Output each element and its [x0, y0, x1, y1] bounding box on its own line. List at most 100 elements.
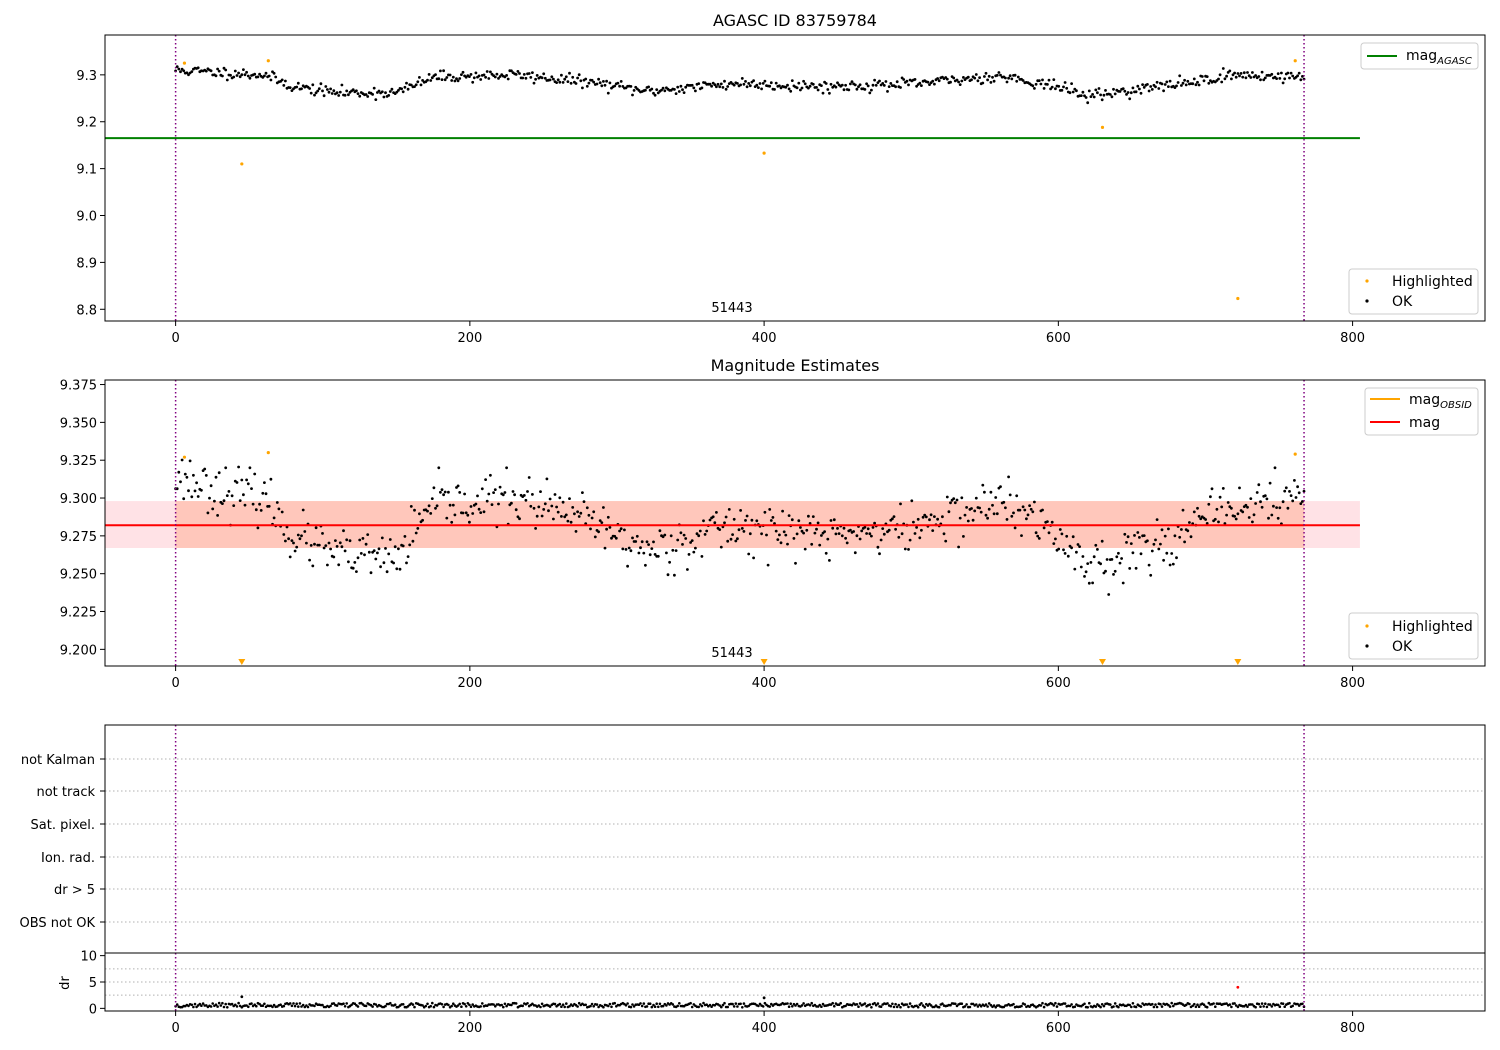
- agasc-point-ok: [568, 71, 571, 75]
- magnitude-point-ok: [698, 529, 702, 533]
- magnitude-point-ok: [1007, 475, 1010, 479]
- dr-point-ok: [426, 1002, 429, 1006]
- agasc-point-ok: [1037, 79, 1041, 82]
- dr-point-ok: [844, 1004, 847, 1008]
- agasc-point-ok: [1033, 87, 1036, 90]
- agasc-point-ok: [579, 79, 583, 83]
- dr-point-ok: [758, 1002, 762, 1006]
- agasc-point-ok: [926, 80, 930, 84]
- dr-point-ok: [1257, 1002, 1261, 1006]
- magnitude-point-ok: [1076, 543, 1080, 546]
- agasc-point-ok: [485, 70, 489, 73]
- panel-magnitude-estimates: Magnitude Estimates 9.200 9.225 9.250 9.275…: [60, 356, 1486, 691]
- magnitude-point-ok: [1299, 502, 1303, 505]
- magnitude-point-ok: [711, 515, 715, 519]
- agasc-point-ok: [800, 86, 804, 90]
- agasc-point-ok: [429, 79, 433, 82]
- magnitude-point-ok: [626, 564, 629, 568]
- dr-point-ok: [429, 1004, 433, 1008]
- agasc-point-ok: [933, 82, 936, 86]
- agasc-point-ok: [204, 69, 208, 73]
- dr-point-ok: [661, 1004, 665, 1008]
- magnitude-point-ok: [1301, 500, 1304, 503]
- magnitude-point-ok: [403, 535, 407, 538]
- magnitude-point-ok: [669, 534, 673, 538]
- dr-point-ok: [1188, 1002, 1191, 1006]
- magnitude-point-ok: [259, 509, 263, 512]
- agasc-point-ok: [560, 73, 563, 77]
- agasc-point-ok: [576, 76, 579, 80]
- magnitude-point-ok: [1186, 529, 1190, 533]
- magnitude-point-ok: [1197, 514, 1201, 518]
- magnitude-point-ok: [891, 517, 894, 521]
- agasc-point-ok: [679, 84, 683, 88]
- agasc-point-highlighted: [1100, 125, 1105, 129]
- magnitude-point-ok: [868, 532, 872, 536]
- magnitude-point-ok: [870, 534, 873, 538]
- magnitude-point-ok: [945, 495, 949, 499]
- agasc-point-ok: [928, 83, 931, 86]
- dr-point-ok: [763, 1001, 767, 1005]
- magnitude-point-ok: [644, 563, 647, 567]
- magnitude-point-ok: [724, 515, 728, 519]
- magnitude-point-ok: [568, 497, 571, 500]
- magnitude-point-ok: [745, 514, 749, 518]
- magnitude-point-ok: [820, 534, 823, 537]
- agasc-point-ok: [613, 84, 617, 88]
- dr-point-outlier: [762, 996, 766, 1000]
- agasc-point-ok: [1178, 74, 1182, 78]
- magnitude-point-ok: [671, 548, 675, 552]
- magnitude-point-ok: [548, 497, 552, 501]
- dr-point-ok: [293, 1004, 297, 1008]
- magnitude-point-ok: [778, 533, 781, 537]
- magnitude-point-ok: [941, 515, 944, 519]
- agasc-point-ok: [713, 83, 717, 87]
- dr-point-ok: [741, 1006, 744, 1009]
- dr-point-ok: [1063, 1002, 1067, 1005]
- magnitude-point-ok: [393, 545, 397, 549]
- magnitude-point-ok: [469, 505, 473, 508]
- agasc-point-ok: [216, 67, 220, 71]
- agasc-point-ok: [1160, 82, 1164, 86]
- agasc-point-ok: [736, 82, 739, 85]
- magnitude-point-ok: [558, 496, 562, 500]
- dr-point-ok: [732, 1005, 736, 1008]
- magnitude-point-ok: [1171, 562, 1175, 566]
- agasc-point-ok: [1091, 93, 1094, 96]
- magnitude-point-ok: [442, 493, 445, 497]
- agasc-point-ok: [1104, 89, 1107, 92]
- magnitude-marker-below-range: [238, 659, 246, 665]
- dr-point-ok: [224, 1002, 227, 1006]
- magnitude-point-ok: [571, 506, 575, 509]
- dr-point-ok: [505, 1004, 508, 1008]
- dr-point-ok: [1265, 1005, 1269, 1009]
- agasc-point-ok: [552, 77, 555, 81]
- magnitude-point-highlighted: [182, 455, 187, 459]
- dr-point-ok: [190, 1003, 194, 1007]
- magnitude-point-ok: [450, 520, 454, 524]
- magnitude-point-ok: [1115, 555, 1119, 559]
- magnitude-point-ok: [516, 515, 520, 519]
- agasc-point-highlighted: [1293, 59, 1297, 63]
- magnitude-point-ok: [187, 489, 190, 493]
- magnitude-point-ok: [560, 515, 563, 518]
- magnitude-point-ok: [464, 511, 468, 515]
- magnitude-point-ok: [747, 552, 751, 556]
- dr-point-ok: [1086, 1006, 1089, 1009]
- dr-point-ok: [217, 1001, 221, 1005]
- magnitude-point-ok: [790, 518, 794, 522]
- dr-point-ok: [258, 1002, 261, 1006]
- magnitude-point-ok: [1091, 581, 1094, 585]
- agasc-point-ok: [489, 70, 492, 74]
- magnitude-point-ok: [813, 531, 817, 535]
- magnitude-point-ok: [952, 497, 956, 500]
- magnitude-point-ok: [1087, 581, 1091, 585]
- magnitude-point-ok: [913, 532, 917, 535]
- magnitude-point-ok: [918, 536, 922, 540]
- dr-point-ok: [1151, 1002, 1154, 1006]
- dr-point-ok: [640, 1004, 644, 1008]
- magnitude-point-ok: [1063, 552, 1067, 555]
- agasc-point-ok: [532, 81, 536, 85]
- magnitude-point-ok: [1070, 546, 1073, 550]
- dr-point-ok: [889, 1004, 893, 1008]
